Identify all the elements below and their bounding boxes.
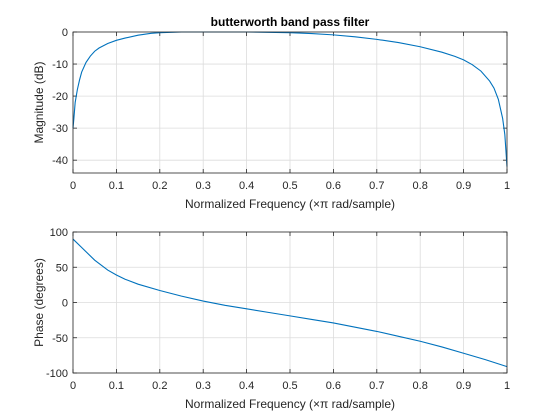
phase-x-ticks: 0 0.1 0.2 0.3 0.4 0.5 0.6 0.7 0.8 0.9 1 xyxy=(70,232,510,392)
magnitude-x-tick-label: 0.9 xyxy=(456,180,471,192)
phase-x-tick-label: 0.5 xyxy=(282,380,297,392)
magnitude-y-tick-label: 0 xyxy=(62,27,68,39)
magnitude-y-axis-label: Magnitude (dB) xyxy=(32,61,46,143)
phase-axes-box xyxy=(72,231,508,374)
magnitude-x-tick-label: 0.5 xyxy=(282,180,297,192)
phase-x-tick-label: 0.4 xyxy=(239,380,254,392)
magnitude-axes-box xyxy=(72,31,508,174)
phase-x-tick-label: 0.2 xyxy=(152,380,167,392)
magnitude-y-tick-label: -40 xyxy=(52,155,68,167)
phase-y-tick-label: 0 xyxy=(62,298,68,310)
phase-y-ticks: -100 -50 0 50 100 xyxy=(46,227,507,380)
phase-series-line xyxy=(72,238,508,368)
magnitude-x-tick-label: 0 xyxy=(70,180,76,192)
phase-y-tick-label: -50 xyxy=(52,333,68,345)
phase-x-tick-label: 0.9 xyxy=(456,380,471,392)
magnitude-y-tick-label: -30 xyxy=(52,123,68,135)
magnitude-x-tick-label: 0.7 xyxy=(369,180,384,192)
phase-x-tick-label: 0.3 xyxy=(196,380,211,392)
magnitude-x-tick-label: 0.8 xyxy=(413,180,428,192)
phase-x-tick-label: 0.7 xyxy=(369,380,384,392)
phase-x-tick-label: 0.8 xyxy=(413,380,428,392)
phase-y-tick-label: -100 xyxy=(46,368,68,380)
phase-x-tick-label: 0.1 xyxy=(109,380,124,392)
magnitude-x-tick-label: 0.6 xyxy=(326,180,341,192)
magnitude-chart: 0 0.1 0.2 0.3 0.4 0.5 0.6 0.7 0.8 0.9 1 -40 -30 -20 -… xyxy=(32,15,510,211)
phase-chart: 0 0.1 0.2 0.3 0.4 0.5 0.6 0.7 0.8 0.9 1 -100 -50 0 50… xyxy=(32,227,510,411)
phase-series xyxy=(72,238,508,368)
magnitude-y-tick-label: -20 xyxy=(52,91,68,103)
magnitude-x-axis-label: Normalized Frequency (×π rad/sample) xyxy=(185,197,395,211)
phase-y-tick-label: 100 xyxy=(50,227,68,239)
magnitude-x-tick-label: 1 xyxy=(504,180,510,192)
chart-title: butterworth band pass filter xyxy=(211,15,370,29)
phase-x-tick-label: 0 xyxy=(70,380,76,392)
magnitude-x-tick-label: 0.2 xyxy=(152,180,167,192)
phase-x-tick-label: 1 xyxy=(504,380,510,392)
magnitude-x-tick-label: 0.1 xyxy=(109,180,124,192)
phase-x-tick-label: 0.6 xyxy=(326,380,341,392)
magnitude-x-tick-label: 0.3 xyxy=(196,180,211,192)
phase-y-tick-label: 50 xyxy=(56,262,68,274)
magnitude-x-tick-label: 0.4 xyxy=(239,180,254,192)
phase-x-axis-label: Normalized Frequency (×π rad/sample) xyxy=(185,397,395,411)
magnitude-y-tick-label: -10 xyxy=(52,59,68,71)
phase-y-axis-label: Phase (degrees) xyxy=(32,258,46,347)
